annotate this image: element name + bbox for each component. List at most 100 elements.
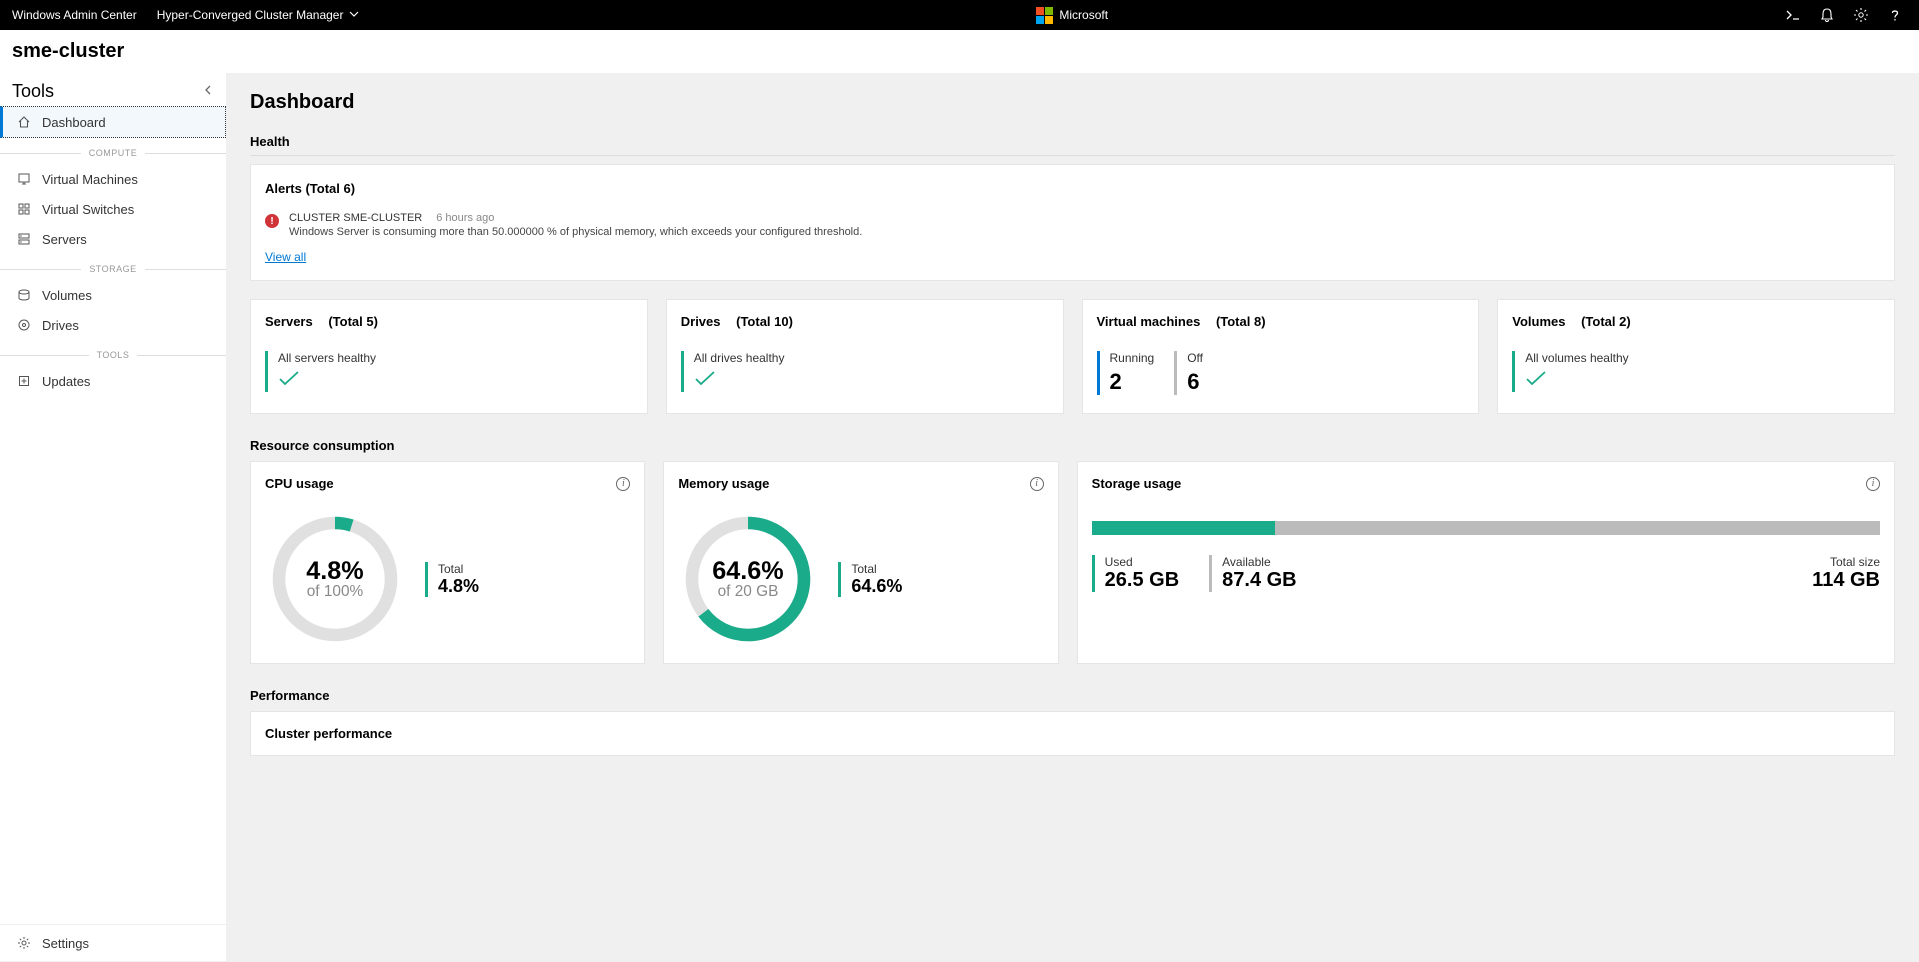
servers-label: Servers [265,314,313,329]
gear-icon [16,935,32,951]
content-area[interactable]: Dashboard Health Alerts (Total 6) ! CLUS… [226,73,1919,961]
storage-bar [1092,521,1880,535]
vms-running-value: 2 [1110,369,1155,395]
alert-source: CLUSTER SME-CLUSTER [289,212,422,224]
brand-label: Microsoft [1059,8,1108,22]
info-icon[interactable]: i [1030,477,1044,491]
servers-card[interactable]: Servers (Total 5) All servers healthy [250,299,648,414]
nav-virtual-machines[interactable]: Virtual Machines [0,164,226,194]
nav-item-label: Volumes [42,288,92,303]
nav-item-label: Servers [42,232,87,247]
cpu-donut-chart: 4.8% of 100% [265,509,405,649]
volume-icon [16,287,32,303]
storage-used-label: Used [1105,555,1179,569]
collapse-sidebar-icon[interactable] [202,84,214,99]
cpu-center-sub: of 100% [307,583,364,600]
topbar-right [1785,7,1919,23]
nav-item-label: Updates [42,374,90,389]
nav-volumes[interactable]: Volumes [0,280,226,310]
storage-total-label: Total size [1812,555,1880,569]
storage-bar-fill [1092,521,1275,535]
storage-total-value: 114 GB [1812,569,1880,592]
nav-drives[interactable]: Drives [0,310,226,340]
check-icon [278,371,633,392]
sidebar-title: Tools [12,81,54,102]
storage-title: Storage usage [1092,476,1182,491]
drives-card[interactable]: Drives (Total 10) All drives healthy [666,299,1064,414]
alert-row[interactable]: ! CLUSTER SME-CLUSTER 6 hours ago Window… [265,212,1880,238]
sidebar-header: Tools [0,73,226,106]
performance-card: Cluster performance [250,711,1895,756]
cluster-performance-title: Cluster performance [265,726,1880,741]
volumes-label: Volumes [1512,314,1565,329]
context-label: Hyper-Converged Cluster Manager [157,8,344,22]
drives-label: Drives [681,314,721,329]
volumes-card[interactable]: Volumes (Total 2) All volumes healthy [1497,299,1895,414]
vms-off-label: Off [1187,351,1203,365]
storage-used-value: 26.5 GB [1105,569,1179,592]
nav-item-label: Dashboard [42,115,106,130]
cpu-center-value: 4.8% [306,557,363,585]
nav-section-storage: STORAGE [0,254,226,280]
memory-center-value: 64.6% [713,557,784,585]
chevron-down-icon [349,8,359,22]
topbar-left: Windows Admin Center Hyper-Converged Clu… [0,8,359,22]
cluster-name: sme-cluster [12,40,1907,63]
performance-section-title: Performance [250,688,1895,703]
alert-text: CLUSTER SME-CLUSTER 6 hours ago Windows … [289,212,862,238]
nav-dashboard[interactable]: Dashboard [0,106,226,138]
notifications-icon[interactable] [1819,7,1835,23]
memory-title: Memory usage [678,476,769,491]
console-icon[interactable] [1785,7,1801,23]
nav-item-label: Drives [42,318,79,333]
info-icon[interactable]: i [616,477,630,491]
status-grid: Servers (Total 5) All servers healthy Dr… [250,299,1895,414]
nav-item-label: Settings [42,936,89,951]
vms-total: (Total 8) [1216,314,1266,329]
topbar-center: Microsoft [359,7,1785,24]
memory-donut-chart: 64.6% of 20 GB [678,509,818,649]
help-icon[interactable] [1887,7,1903,23]
cluster-header: sme-cluster [0,30,1919,73]
topbar: Windows Admin Center Hyper-Converged Clu… [0,0,1919,30]
drives-status-text: All drives healthy [694,351,1049,365]
cpu-title: CPU usage [265,476,334,491]
health-section-title: Health [250,134,1895,156]
info-icon[interactable]: i [1866,477,1880,491]
check-icon [1525,371,1880,392]
sidebar: Tools Dashboard COMPUTE Virtual Machines… [0,73,226,961]
storage-available-label: Available [1222,555,1296,569]
nav-virtual-switches[interactable]: Virtual Switches [0,194,226,224]
view-all-link[interactable]: View all [265,250,306,264]
updates-icon [16,373,32,389]
nav-item-label: Virtual Switches [42,202,134,217]
alert-message: Windows Server is consuming more than 50… [289,226,862,238]
vms-running-label: Running [1110,351,1155,365]
home-icon [16,114,32,130]
cpu-total-value: 4.8% [438,576,479,597]
servers-total: (Total 5) [328,314,378,329]
server-icon [16,231,32,247]
alerts-card: Alerts (Total 6) ! CLUSTER SME-CLUSTER 6… [250,164,1895,281]
volumes-status-text: All volumes healthy [1525,351,1880,365]
nav-settings[interactable]: Settings [0,925,226,961]
nav-section-tools: TOOLS [0,340,226,366]
storage-card: Storage usage i Used 26.5 GB Available [1077,461,1895,664]
nav-section-compute: COMPUTE [0,138,226,164]
context-dropdown[interactable]: Hyper-Converged Cluster Manager [157,8,360,22]
nav-item-label: Virtual Machines [42,172,138,187]
sidebar-footer: Settings [0,924,226,961]
nav-servers[interactable]: Servers [0,224,226,254]
drives-total: (Total 10) [736,314,793,329]
memory-total-label: Total [851,562,902,576]
vms-card[interactable]: Virtual machines (Total 8) Running 2 Off… [1082,299,1480,414]
memory-center-sub: of 20 GB [718,583,779,600]
nav-updates[interactable]: Updates [0,366,226,396]
vm-icon [16,171,32,187]
product-name[interactable]: Windows Admin Center [12,8,137,22]
settings-icon[interactable] [1853,7,1869,23]
vms-label: Virtual machines [1097,314,1201,329]
page-title: Dashboard [250,91,1895,114]
alert-time: 6 hours ago [436,212,494,224]
switch-icon [16,201,32,217]
